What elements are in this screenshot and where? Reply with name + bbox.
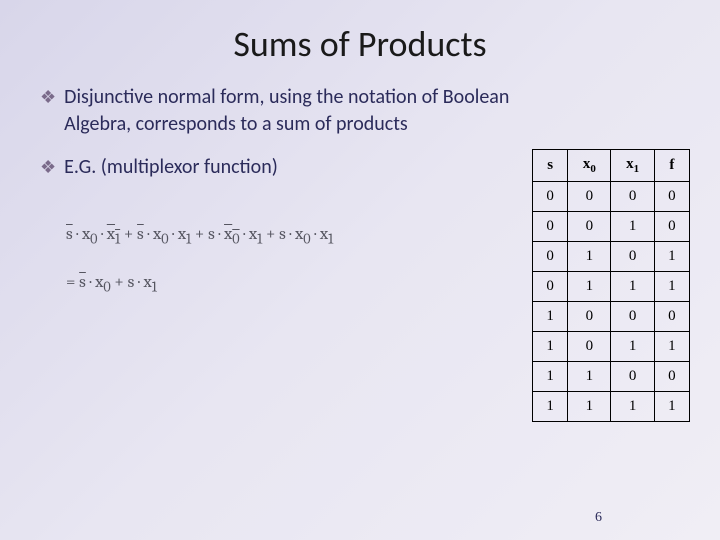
table-header-cell: s: [533, 150, 568, 182]
table-row: 1100: [533, 362, 690, 392]
table-cell: 0: [611, 242, 654, 272]
diamond-bullet-icon: ❖: [40, 84, 56, 138]
table-row: 0000: [533, 182, 690, 212]
table-row: 1011: [533, 332, 690, 362]
table-cell: 0: [654, 212, 689, 242]
formula-line-2: = s · x0 + s · x1: [66, 259, 517, 307]
table-cell: 0: [533, 212, 568, 242]
table-cell: 1: [654, 332, 689, 362]
table-row: 1111: [533, 392, 690, 422]
table-cell: 0: [533, 272, 568, 302]
table-cell: 0: [533, 182, 568, 212]
table-cell: 0: [654, 302, 689, 332]
table-cell: 1: [654, 272, 689, 302]
table-cell: 0: [611, 302, 654, 332]
table-cell: 0: [654, 182, 689, 212]
table-cell: 0: [611, 362, 654, 392]
right-column: sx0x1f 00000010010101111000101111001111: [532, 84, 690, 422]
bullet-text: E.G. (multiplexor function): [64, 154, 278, 181]
table-cell: 1: [568, 272, 611, 302]
table-cell: 1: [611, 212, 654, 242]
table-cell: 1: [654, 242, 689, 272]
bullet-item: ❖ Disjunctive normal form, using the not…: [40, 84, 517, 138]
table-cell: 1: [533, 302, 568, 332]
page-title: Sums of Products: [0, 0, 720, 66]
table-cell: 0: [568, 302, 611, 332]
table-cell: 0: [654, 362, 689, 392]
table-row: 1000: [533, 302, 690, 332]
page-number: 6: [595, 510, 602, 526]
table-header-cell: x0: [568, 150, 611, 182]
table-cell: 1: [533, 392, 568, 422]
bullet-text: Disjunctive normal form, using the notat…: [64, 84, 517, 138]
table-cell: 1: [568, 362, 611, 392]
table-cell: 1: [611, 332, 654, 362]
table-row: 0111: [533, 272, 690, 302]
diamond-bullet-icon: ❖: [40, 154, 56, 181]
table-body: 00000010010101111000101111001111: [533, 182, 690, 422]
table-cell: 1: [533, 332, 568, 362]
left-column: ❖ Disjunctive normal form, using the not…: [40, 84, 532, 422]
truth-table: sx0x1f 00000010010101111000101111001111: [532, 149, 690, 422]
formula-block: s · x0 · x1 + s · x0 · x1 + s · x0 · x1 …: [66, 211, 517, 307]
table-header-cell: f: [654, 150, 689, 182]
table-cell: 0: [568, 332, 611, 362]
table-header-cell: x1: [611, 150, 654, 182]
table-cell: 1: [611, 272, 654, 302]
table-cell: 0: [611, 182, 654, 212]
content-area: ❖ Disjunctive normal form, using the not…: [0, 66, 720, 422]
table-row: 0010: [533, 212, 690, 242]
table-cell: 0: [533, 242, 568, 272]
table-header-row: sx0x1f: [533, 150, 690, 182]
table-cell: 1: [611, 392, 654, 422]
table-cell: 1: [568, 242, 611, 272]
formula-line-1: s · x0 · x1 + s · x0 · x1 + s · x0 · x1 …: [66, 211, 517, 259]
table-row: 0101: [533, 242, 690, 272]
table-cell: 1: [533, 362, 568, 392]
table-cell: 0: [568, 212, 611, 242]
table-cell: 1: [568, 392, 611, 422]
table-cell: 0: [568, 182, 611, 212]
table-cell: 1: [654, 392, 689, 422]
bullet-item: ❖ E.G. (multiplexor function): [40, 154, 517, 181]
